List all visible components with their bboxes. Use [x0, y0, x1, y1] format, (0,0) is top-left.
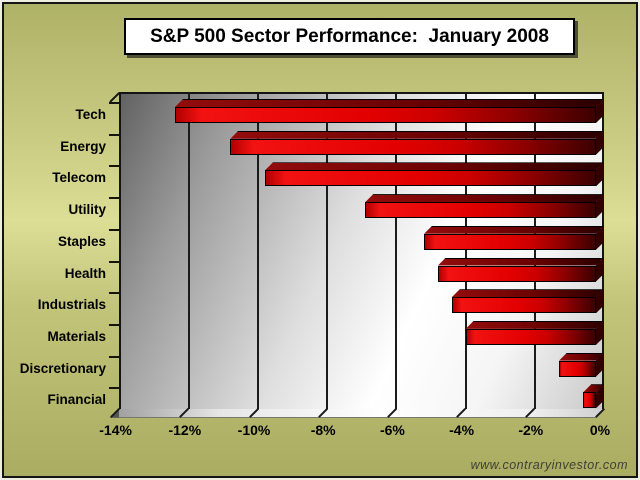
category-label: Energy [60, 138, 106, 154]
gridline [257, 94, 259, 409]
bar-top-face [230, 131, 604, 139]
bar [230, 138, 596, 155]
chart-title-box: S&P 500 Sector Performance: January 2008 [124, 18, 575, 55]
plot-floor [110, 409, 605, 418]
value-axis-label: -4% [449, 422, 475, 438]
bar-end-face [596, 320, 604, 345]
bar-top-face [365, 194, 604, 202]
value-axis-label: -2% [518, 422, 544, 438]
category-label: Financial [47, 392, 106, 408]
category-axis-tick [109, 228, 119, 231]
value-axis-label: 0% [589, 422, 611, 438]
category-axis-tick [109, 323, 119, 326]
bar-top-face [175, 99, 604, 107]
gridline [533, 94, 536, 409]
bar-end-face [596, 352, 604, 377]
bar [264, 170, 596, 187]
bar-end-face [596, 289, 604, 314]
category-label: Telecom [52, 170, 106, 186]
bar [365, 202, 596, 219]
category-label: Tech [75, 107, 106, 122]
gridline [187, 94, 190, 409]
bar-end-face [596, 130, 604, 155]
value-axis-label: -14% [99, 422, 132, 438]
bar-top-face [583, 384, 604, 392]
bar [583, 392, 596, 409]
bar-end-face [596, 225, 604, 250]
category-axis-tick [109, 197, 119, 200]
category-label: Utility [68, 202, 106, 218]
value-axis-label: -12% [168, 422, 202, 438]
bar-top-face [466, 321, 604, 329]
category-label: Health [64, 265, 106, 281]
bar-end-face [596, 257, 604, 282]
bar [559, 360, 596, 377]
category-axis-tick [109, 292, 119, 295]
category-label: Staples [57, 233, 106, 249]
category-axis-tick [109, 387, 119, 390]
bar-top-face [452, 289, 604, 297]
plot-floor-front-edge [110, 417, 597, 419]
category-axis-tick [109, 355, 119, 358]
category-label: Discretionary [19, 360, 106, 376]
category-label: Materials [47, 328, 106, 344]
category-axis-tick [109, 260, 119, 263]
bar-top-face [424, 226, 604, 234]
category-axis-tick [109, 102, 119, 104]
gridline [326, 94, 329, 409]
gridline [464, 94, 467, 409]
bar [465, 328, 596, 345]
value-axis-label: -6% [379, 422, 405, 438]
bar [451, 297, 596, 314]
category-axis-tick [109, 133, 119, 136]
chart-title: S&P 500 Sector Performance: January 2008 [150, 25, 549, 47]
value-axis-label: -10% [237, 422, 271, 438]
bar [424, 233, 596, 250]
bar-end-face [596, 99, 604, 123]
category-label: Industrials [37, 297, 106, 313]
bar [174, 107, 596, 123]
bar-end-face [596, 194, 604, 219]
bar-top-face [438, 258, 604, 266]
value-axis-label: -8% [310, 422, 336, 438]
bar [437, 265, 596, 282]
bar-top-face [559, 353, 604, 361]
bar-end-face [596, 384, 604, 409]
watermark-text: www.contraryinvestor.com [470, 458, 628, 472]
bar-top-face [265, 162, 604, 170]
bar-end-face [596, 162, 604, 187]
category-axis-tick [109, 165, 119, 168]
gridline [395, 94, 398, 409]
